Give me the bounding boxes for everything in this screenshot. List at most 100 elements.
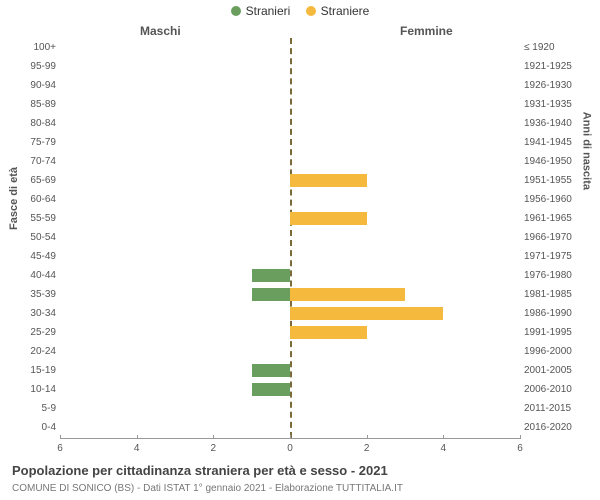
age-row: 5-92011-2015	[60, 399, 520, 418]
x-tick	[367, 435, 368, 439]
age-label: 95-99	[18, 57, 56, 76]
birth-label: 1986-1990	[524, 304, 580, 323]
birth-label: 1941-1945	[524, 133, 580, 152]
age-label: 80-84	[18, 114, 56, 133]
bar-female	[290, 326, 367, 339]
birth-label: 1956-1960	[524, 190, 580, 209]
age-label: 90-94	[18, 76, 56, 95]
birth-label: 1996-2000	[524, 342, 580, 361]
birth-label: 1921-1925	[524, 57, 580, 76]
legend: Stranieri Straniere	[0, 4, 600, 19]
birth-label: 1951-1955	[524, 171, 580, 190]
age-row: 35-391981-1985	[60, 285, 520, 304]
age-label: 25-29	[18, 323, 56, 342]
bar-female	[290, 307, 443, 320]
birth-label: ≤ 1920	[524, 38, 580, 57]
birth-label: 1926-1930	[524, 76, 580, 95]
age-row: 75-791941-1945	[60, 133, 520, 152]
age-label: 10-14	[18, 380, 56, 399]
legend-label-female: Straniere	[321, 4, 370, 18]
age-label: 45-49	[18, 247, 56, 266]
age-label: 60-64	[18, 190, 56, 209]
x-tick	[290, 435, 291, 439]
birth-label: 1991-1995	[524, 323, 580, 342]
bar-female	[290, 288, 405, 301]
x-axis: 6 4 2 0 2 4 6	[60, 438, 520, 458]
x-tick	[213, 435, 214, 439]
age-label: 0-4	[18, 418, 56, 437]
legend-label-male: Stranieri	[246, 4, 291, 18]
bar-male	[252, 288, 290, 301]
age-row: 25-291991-1995	[60, 323, 520, 342]
legend-item-male: Stranieri	[231, 4, 291, 18]
x-tick-label: 4	[134, 443, 140, 454]
legend-swatch-male	[231, 6, 241, 16]
birth-label: 2016-2020	[524, 418, 580, 437]
age-row: 70-741946-1950	[60, 152, 520, 171]
age-row: 20-241996-2000	[60, 342, 520, 361]
age-row: 55-591961-1965	[60, 209, 520, 228]
header-female: Femmine	[400, 24, 453, 38]
birth-label: 1981-1985	[524, 285, 580, 304]
chart-container: Stranieri Straniere Maschi Femmine Fasce…	[0, 0, 600, 500]
age-row: 15-192001-2005	[60, 361, 520, 380]
birth-label: 2006-2010	[524, 380, 580, 399]
age-row: 45-491971-1975	[60, 247, 520, 266]
age-label: 75-79	[18, 133, 56, 152]
age-label: 85-89	[18, 95, 56, 114]
x-tick-label: 6	[57, 443, 63, 454]
x-tick	[137, 435, 138, 439]
age-label: 30-34	[18, 304, 56, 323]
birth-label: 1966-1970	[524, 228, 580, 247]
x-tick-label: 6	[517, 443, 523, 454]
birth-label: 1971-1975	[524, 247, 580, 266]
y-right-axis-title: Anni di nascita	[580, 112, 592, 190]
x-tick	[520, 435, 521, 439]
chart-subcaption: COMUNE DI SONICO (BS) - Dati ISTAT 1° ge…	[12, 483, 403, 494]
age-row: 90-941926-1930	[60, 76, 520, 95]
age-row: 100+≤ 1920	[60, 38, 520, 57]
bar-female	[290, 174, 367, 187]
x-tick	[60, 435, 61, 439]
chart-caption: Popolazione per cittadinanza straniera p…	[12, 463, 388, 478]
age-label: 65-69	[18, 171, 56, 190]
age-row: 30-341986-1990	[60, 304, 520, 323]
x-tick-label: 4	[441, 443, 447, 454]
age-row: 40-441976-1980	[60, 266, 520, 285]
birth-label: 1946-1950	[524, 152, 580, 171]
age-label: 50-54	[18, 228, 56, 247]
age-row: 50-541966-1970	[60, 228, 520, 247]
birth-label: 1976-1980	[524, 266, 580, 285]
age-label: 100+	[18, 38, 56, 57]
bar-male	[252, 364, 290, 377]
birth-label: 1936-1940	[524, 114, 580, 133]
bar-male	[252, 383, 290, 396]
bar-female	[290, 212, 367, 225]
age-row: 65-691951-1955	[60, 171, 520, 190]
age-label: 15-19	[18, 361, 56, 380]
age-label: 20-24	[18, 342, 56, 361]
x-tick-label: 2	[364, 443, 370, 454]
age-row: 80-841936-1940	[60, 114, 520, 133]
x-tick-label: 0	[287, 443, 293, 454]
age-label: 55-59	[18, 209, 56, 228]
age-label: 5-9	[18, 399, 56, 418]
age-row: 60-641956-1960	[60, 190, 520, 209]
birth-label: 2011-2015	[524, 399, 580, 418]
age-label: 40-44	[18, 266, 56, 285]
legend-item-female: Straniere	[306, 4, 370, 18]
x-tick	[443, 435, 444, 439]
plot-area: 100+≤ 192095-991921-192590-941926-193085…	[60, 38, 520, 438]
header-male: Maschi	[140, 24, 181, 38]
legend-swatch-female	[306, 6, 316, 16]
age-row: 85-891931-1935	[60, 95, 520, 114]
birth-label: 1931-1935	[524, 95, 580, 114]
age-row: 10-142006-2010	[60, 380, 520, 399]
birth-label: 1961-1965	[524, 209, 580, 228]
bar-male	[252, 269, 290, 282]
birth-label: 2001-2005	[524, 361, 580, 380]
age-label: 70-74	[18, 152, 56, 171]
x-tick-label: 2	[211, 443, 217, 454]
age-label: 35-39	[18, 285, 56, 304]
age-row: 95-991921-1925	[60, 57, 520, 76]
